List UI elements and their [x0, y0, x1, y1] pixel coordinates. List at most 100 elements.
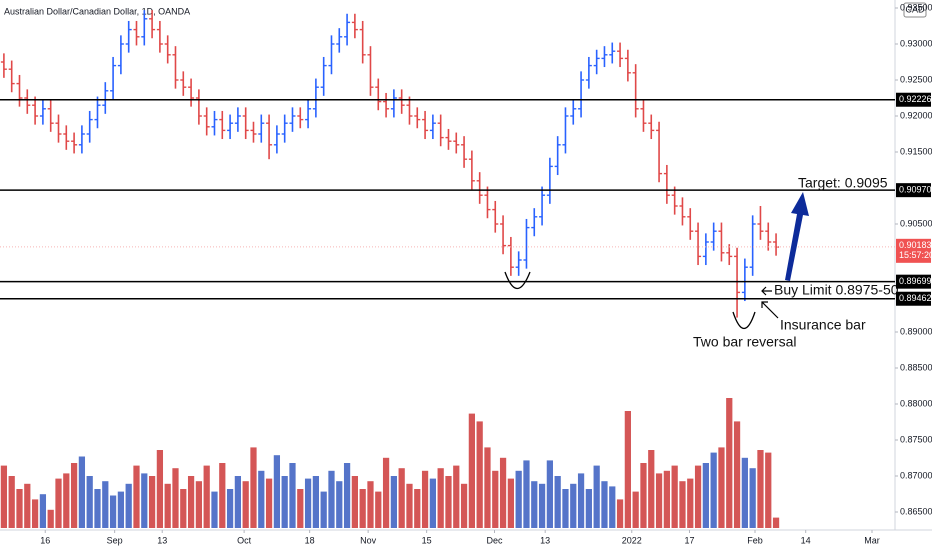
volume-bar — [289, 463, 296, 528]
reversal-curve — [732, 311, 756, 330]
volume-bar — [242, 481, 249, 528]
volume-bar — [741, 457, 748, 528]
volume-bar — [609, 486, 616, 528]
y-tick-label: 0.88000 — [900, 398, 932, 408]
volume-bar — [172, 468, 179, 528]
volume-bar — [616, 499, 624, 528]
volume-bar — [109, 495, 117, 528]
x-tick-label: 14 — [801, 535, 811, 545]
volume-bar — [429, 478, 436, 528]
volume-bar — [390, 476, 397, 528]
volume-bar — [265, 478, 273, 528]
x-tick-label: 13 — [157, 535, 167, 545]
volume-bar — [63, 473, 70, 528]
volume-bar — [226, 489, 234, 528]
volume-bar — [554, 476, 561, 528]
volume-bar — [320, 491, 327, 528]
volume-bar — [437, 468, 444, 528]
volume-bar — [406, 483, 413, 528]
last-price-label: 0.90183 — [899, 240, 932, 250]
volume-bar — [765, 452, 772, 528]
volume-bar — [47, 509, 54, 528]
volume-bar — [31, 499, 39, 528]
volume-bar — [507, 478, 514, 528]
volume-bar — [679, 481, 686, 528]
volume-bar — [562, 489, 569, 528]
volume-bar — [24, 483, 31, 528]
buy-limit-arrow — [761, 286, 772, 296]
volume-bar — [476, 421, 483, 528]
volume-bar — [328, 470, 335, 528]
volume-bar — [733, 421, 741, 528]
annotation: Buy Limit 0.8975-50 — [774, 282, 899, 298]
volume-bar — [414, 489, 421, 528]
x-tick-label: Sep — [107, 535, 123, 545]
level-label: 0.89462 — [899, 293, 932, 303]
volume-bar — [141, 473, 148, 528]
annotation: Target: 0.9095 — [798, 175, 888, 191]
y-tick-label: 0.92500 — [900, 74, 932, 84]
volume-bar — [655, 473, 663, 528]
volume-bar — [749, 468, 756, 528]
annotation: Insurance bar — [780, 317, 866, 333]
annotation: Two bar reversal — [693, 334, 796, 350]
volume-bar — [648, 450, 655, 528]
volume-bar — [585, 489, 592, 528]
volume-bar — [125, 483, 132, 528]
volume-bar — [70, 463, 78, 528]
insurance-arrow — [761, 301, 779, 319]
x-tick-label: 18 — [305, 535, 315, 545]
volume-bar — [367, 481, 374, 528]
volume-bar — [601, 481, 608, 528]
volume-bar — [523, 460, 530, 528]
volume-bar — [195, 481, 203, 528]
y-tick-label: 0.92000 — [900, 110, 932, 120]
level-label-box — [896, 291, 931, 306]
volume-bar — [211, 491, 218, 528]
volume-bar — [219, 463, 226, 528]
y-tick-label: 0.91500 — [900, 146, 932, 156]
volume-bar — [86, 476, 93, 528]
y-tick-label: 0.87000 — [900, 470, 932, 480]
volume-bar — [772, 517, 780, 528]
volume-bar — [78, 456, 86, 528]
level-label: 0.90970 — [899, 185, 932, 195]
x-tick-label: 2022 — [622, 535, 642, 545]
level-label: 0.92226 — [899, 94, 932, 104]
y-tick-label: 0.93500 — [900, 2, 932, 12]
volume-bar — [133, 465, 140, 528]
x-tick-label: Feb — [747, 535, 763, 545]
x-tick-label: Dec — [486, 535, 503, 545]
volume-bar — [336, 481, 343, 528]
volume-bar — [148, 476, 156, 528]
volume-bar — [375, 491, 382, 528]
volume-bar — [351, 476, 358, 528]
y-tick-label: 0.88500 — [900, 362, 932, 372]
volume-bar — [531, 481, 538, 528]
last-price-box — [896, 238, 931, 263]
volume-bar — [726, 398, 733, 528]
volume-bar — [492, 470, 499, 528]
y-tick-label: 0.86500 — [900, 506, 932, 516]
volume-bar — [8, 476, 15, 528]
y-tick-label: 0.87500 — [900, 434, 932, 444]
volume-bar — [187, 476, 195, 528]
level-label-box — [896, 92, 931, 107]
currency: CAD — [905, 4, 925, 14]
volume-bar — [304, 478, 312, 528]
y-tick-label: 0.90500 — [900, 218, 932, 228]
volume-bar — [515, 470, 522, 528]
volume-bar — [671, 465, 678, 528]
volume-bar — [694, 465, 702, 528]
level-label: 0.89699 — [899, 276, 932, 286]
volume-bar — [94, 489, 101, 528]
x-tick-label: 13 — [540, 535, 550, 545]
level-label-box — [896, 274, 931, 289]
volume-bar — [757, 450, 764, 528]
volume-bar — [484, 447, 491, 528]
volume-bar — [273, 455, 281, 528]
volume-bar — [468, 413, 475, 528]
volume-bar — [421, 470, 429, 528]
volume-bar — [258, 470, 265, 528]
